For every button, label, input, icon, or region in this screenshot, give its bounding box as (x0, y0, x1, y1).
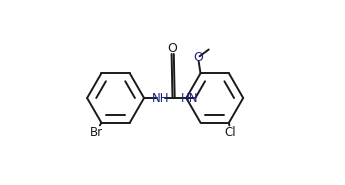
Text: NH: NH (152, 92, 169, 105)
Text: Cl: Cl (225, 126, 236, 139)
Text: HN: HN (181, 92, 199, 105)
Text: O: O (194, 51, 204, 64)
Text: O: O (168, 42, 178, 55)
Text: Br: Br (90, 126, 103, 139)
